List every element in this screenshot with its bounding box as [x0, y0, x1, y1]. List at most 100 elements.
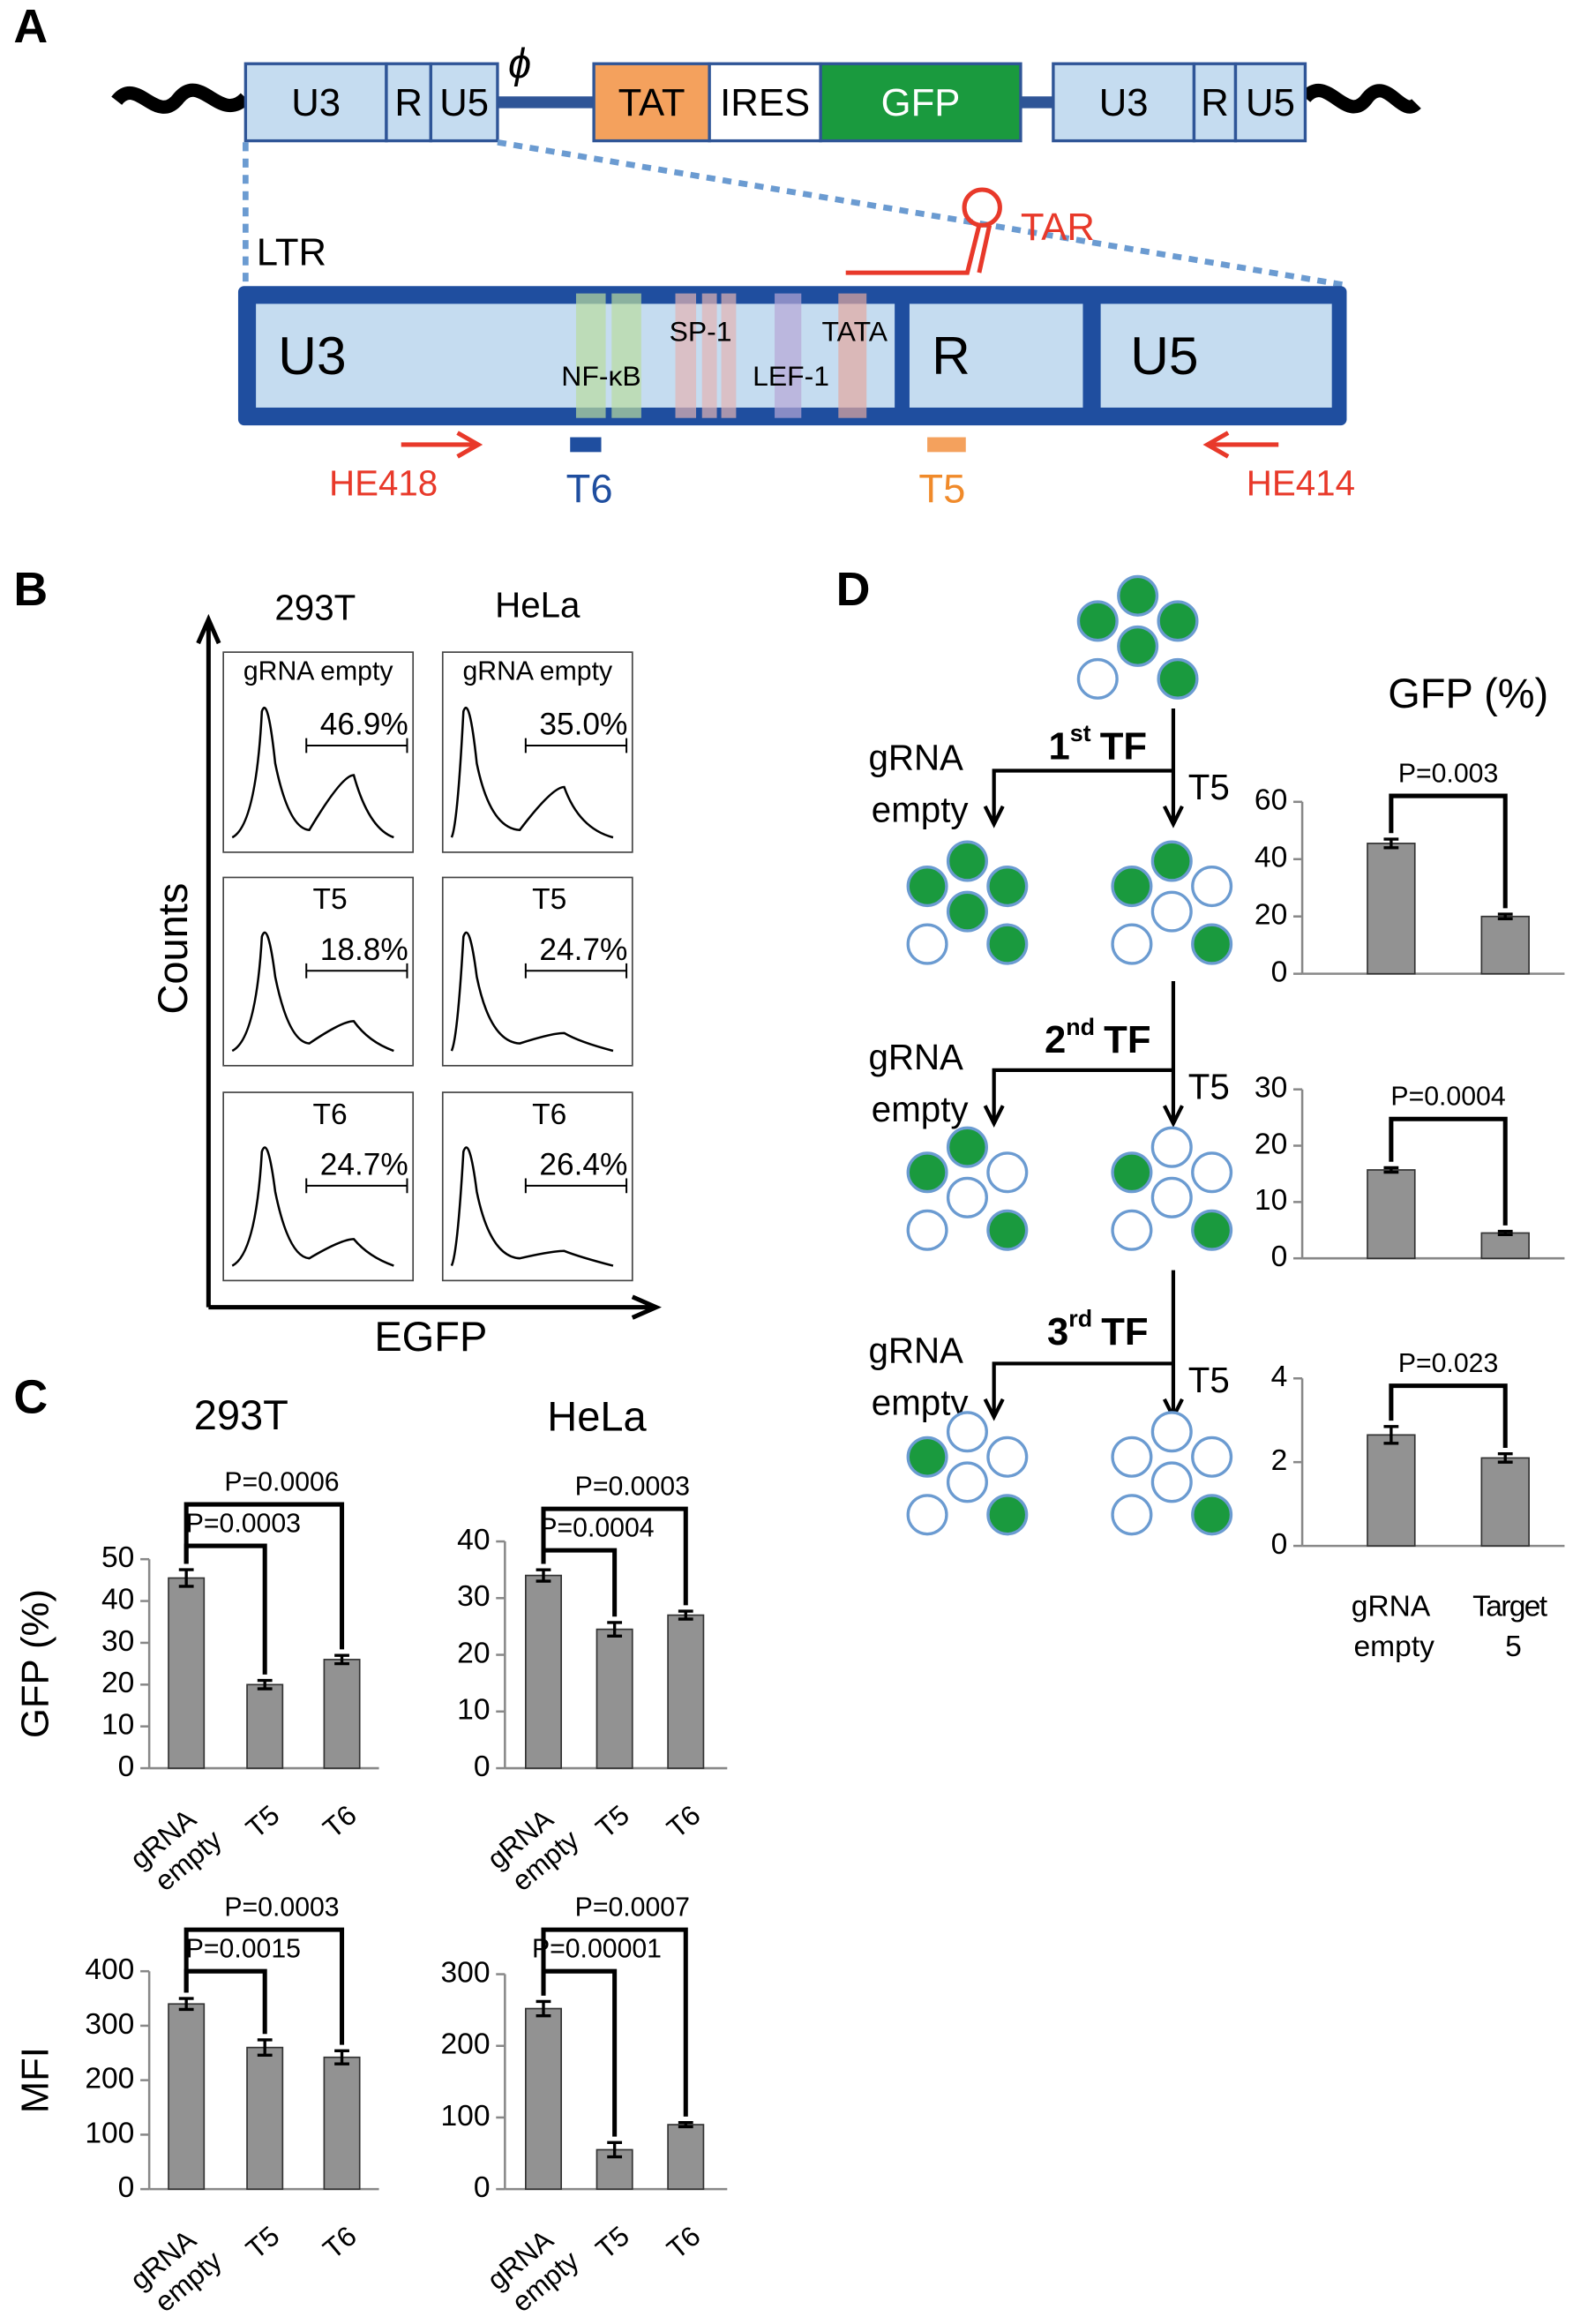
x-tick-label: gRNA empty	[482, 2220, 586, 2321]
cell	[906, 1209, 948, 1251]
x-tick-label: T5	[589, 2220, 635, 2266]
histogram-curve	[231, 931, 394, 1053]
chart-title: 293T	[194, 1391, 288, 1438]
y-tick-label: 30	[101, 1625, 134, 1658]
cell	[1191, 923, 1233, 965]
site-stripe	[701, 293, 717, 418]
round-suffix: rd	[1068, 1306, 1092, 1332]
row-label: gRNA empty	[243, 657, 394, 686]
panel-label: A	[13, 0, 48, 53]
cell	[906, 1151, 948, 1194]
chart-title: GFP (%)	[1388, 670, 1548, 716]
ltr-region	[909, 304, 1083, 408]
row-label: T6	[313, 1098, 348, 1131]
y-axis-label: MFI	[14, 2047, 57, 2113]
y-tick-label: 10	[101, 1709, 134, 1742]
flow-arrow	[983, 1270, 1184, 1421]
cell	[1076, 600, 1119, 642]
round-right: T5	[1188, 768, 1230, 807]
segment-label: R	[394, 81, 423, 124]
x-tick-label: T6	[661, 2220, 707, 2266]
error-bar	[178, 1997, 194, 2012]
bar	[1480, 915, 1530, 975]
cell	[1111, 923, 1153, 965]
p-value: P=0.0003	[224, 1893, 339, 1923]
construct-segment	[819, 62, 1022, 143]
y-tick-label: 20	[101, 1667, 134, 1699]
round-label: 2nd TF	[1045, 1014, 1151, 1061]
cell	[946, 1126, 988, 1168]
p-value: P=0.0006	[224, 1468, 339, 1497]
cell	[906, 866, 948, 908]
y-tick-label: 10	[1255, 1184, 1287, 1217]
axis-arrow	[208, 1294, 662, 1320]
histogram-frame	[441, 651, 633, 853]
cell	[986, 866, 1029, 908]
gate	[305, 738, 408, 753]
primer-label: HE418	[329, 464, 438, 504]
y-tick-label: 50	[101, 1541, 134, 1574]
y-tick-label: 300	[440, 1956, 490, 1989]
p-value: P=0.0003	[575, 1473, 690, 1502]
error-bar	[1383, 837, 1399, 850]
segment-label: TAT	[618, 81, 685, 124]
histogram-curve	[231, 706, 394, 839]
y-tick-label: 0	[118, 1750, 135, 1783]
error-bar	[536, 1999, 551, 2018]
row-label: T5	[313, 883, 348, 916]
bar	[168, 1577, 206, 1769]
tar-label: TAR	[1021, 206, 1095, 249]
cell	[1076, 657, 1119, 700]
cell	[906, 1436, 948, 1478]
cell	[1191, 866, 1233, 908]
y-tick-label: 0	[1271, 1528, 1288, 1561]
cell	[1191, 1151, 1233, 1194]
significance-bracket	[541, 1506, 688, 1606]
target-site	[570, 437, 602, 453]
y-tick-label: 200	[440, 2028, 490, 2061]
primer-arrow	[401, 431, 483, 459]
x-tick-label: gRNA empty	[482, 1799, 586, 1900]
round-text: TF	[1104, 1017, 1150, 1061]
y-tick-label: 100	[440, 2100, 490, 2133]
wavy-line	[111, 83, 251, 114]
p-value: P=0.00001	[532, 1935, 662, 1964]
error-bar	[1497, 1229, 1513, 1237]
cell	[906, 1494, 948, 1536]
x-tick-label: T5	[240, 2220, 286, 2266]
zoom-line	[497, 139, 1344, 288]
round-text: TF	[1100, 724, 1147, 768]
segment-label: R	[1201, 81, 1229, 124]
wavy-line	[1300, 84, 1421, 114]
site-stripe	[775, 293, 802, 418]
error-bar	[1383, 1166, 1399, 1174]
cell	[1111, 866, 1153, 908]
round-right: T5	[1188, 1361, 1230, 1400]
site-label: SP-1	[670, 315, 732, 347]
significance-bracket	[184, 1968, 267, 2035]
gate-percent: 26.4%	[539, 1147, 627, 1181]
round-left: gRNA empty	[868, 1331, 970, 1422]
gate	[305, 963, 408, 978]
panel-label: C	[13, 1371, 48, 1424]
region-label: R	[932, 326, 970, 386]
bar	[168, 2003, 206, 2190]
cell	[1150, 890, 1193, 933]
cell	[1111, 1209, 1153, 1251]
y-tick-label: 30	[1255, 1072, 1287, 1105]
flow-arrow	[983, 708, 1184, 828]
site-stripe	[838, 293, 867, 418]
gate	[524, 1178, 628, 1194]
y-tick-label: 40	[101, 1583, 134, 1616]
round-text: TF	[1101, 1309, 1148, 1353]
significance-bracket	[184, 1502, 345, 1650]
x-tick-label: Target 5	[1472, 1591, 1553, 1663]
round-ordinal: 2	[1045, 1017, 1066, 1061]
bar	[525, 2007, 563, 2190]
bar	[323, 1659, 361, 1769]
significance-bracket	[541, 1968, 618, 2137]
significance-bracket	[184, 1927, 345, 2045]
segment-label: U3	[291, 81, 341, 124]
ltr-title: LTR	[257, 230, 326, 274]
site-label: LEF-1	[753, 360, 829, 392]
